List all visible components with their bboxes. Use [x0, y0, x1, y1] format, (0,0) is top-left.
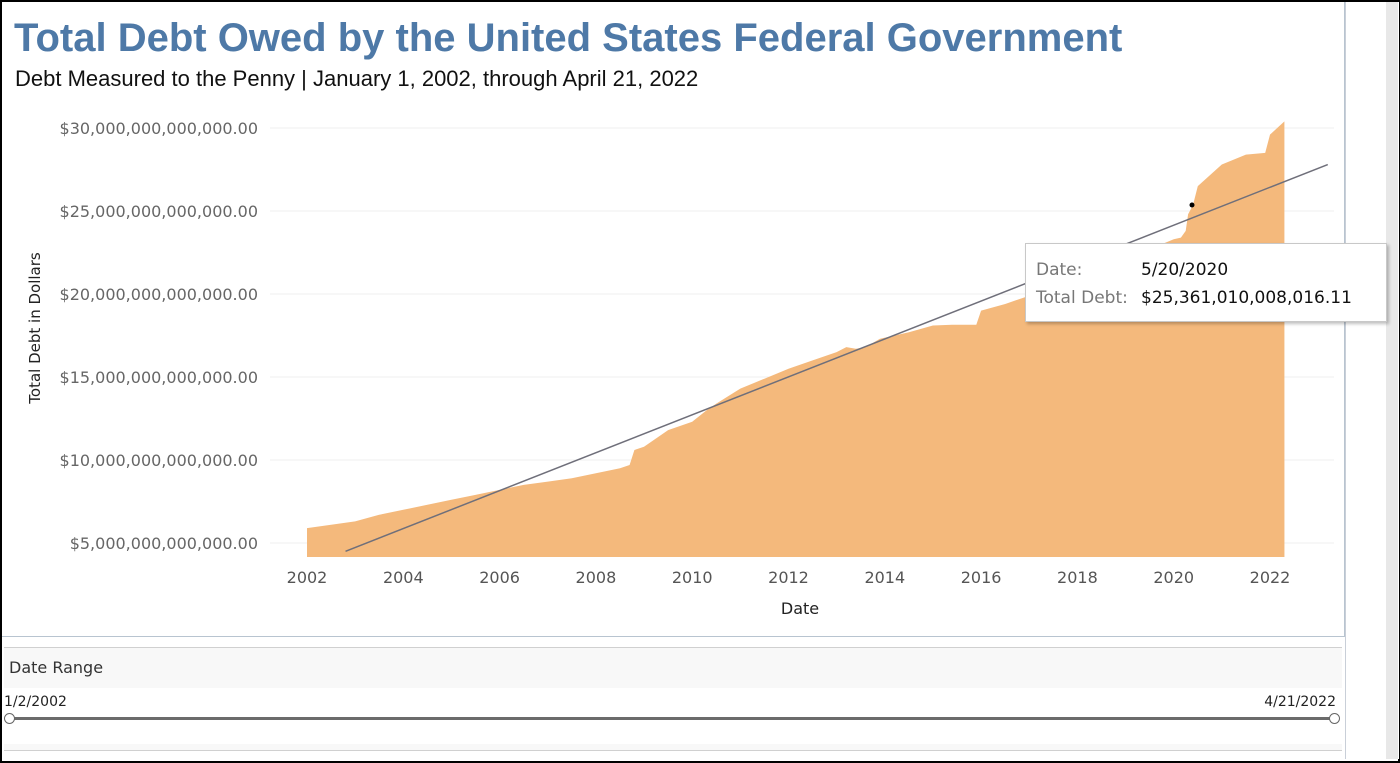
- date-range-filter: Date Range 1/2/2002 4/21/2022: [4, 647, 1342, 751]
- y-tick-label: $15,000,000,000,000.00: [60, 368, 258, 387]
- filter-body: 1/2/2002 4/21/2022: [4, 688, 1342, 744]
- filter-title: Date Range: [9, 658, 104, 677]
- x-tick-label: 2014: [864, 568, 905, 587]
- y-tick-label: $10,000,000,000,000.00: [60, 451, 258, 470]
- x-tick-label: 2012: [768, 568, 809, 587]
- x-tick-label: 2002: [287, 568, 328, 587]
- range-end-handle[interactable]: [1329, 713, 1340, 724]
- range-end-label: 4/21/2022: [1264, 694, 1336, 710]
- debt-area-chart[interactable]: $5,000,000,000,000.00 $10,000,000,000,000…: [2, 2, 1344, 636]
- range-start-label: 1/2/2002: [4, 694, 67, 710]
- page-subtitle: Debt Measured to the Penny | January 1, …: [15, 66, 699, 91]
- range-slider-track[interactable]: [8, 717, 1335, 720]
- debt-area-series[interactable]: [307, 121, 1285, 558]
- y-tick-label: $25,000,000,000,000.00: [60, 202, 258, 221]
- tooltip-date-value: 5/20/2020: [1141, 260, 1229, 280]
- tooltip-debt-label: Total Debt:: [1036, 288, 1128, 308]
- x-tick-label: 2018: [1057, 568, 1098, 587]
- data-tooltip: Date: 5/20/2020 Total Debt: $25,361,010,…: [1025, 243, 1387, 322]
- highlighted-data-point[interactable]: [1189, 202, 1195, 208]
- y-tick-label: $5,000,000,000,000.00: [70, 534, 258, 553]
- y-tick-label: $30,000,000,000,000.00: [60, 119, 258, 138]
- tooltip-date-row: Date: 5/20/2020: [1036, 260, 1228, 280]
- page-title: Total Debt Owed by the United States Fed…: [14, 16, 1123, 60]
- trend-line: [345, 163, 1329, 552]
- tooltip-date-label: Date:: [1036, 260, 1083, 280]
- vertical-scrollbar[interactable]: [1386, 2, 1398, 759]
- x-tick-label: 2006: [479, 568, 520, 587]
- chart-view: $5,000,000,000,000.00 $10,000,000,000,000…: [2, 2, 1345, 637]
- y-tick-label: $20,000,000,000,000.00: [60, 285, 258, 304]
- x-tick-label: 2016: [961, 568, 1002, 587]
- range-start-handle[interactable]: [4, 713, 15, 724]
- x-tick-label: 2008: [576, 568, 617, 587]
- y-axis-title: Total Debt in Dollars: [26, 252, 44, 405]
- x-axis-title: Date: [781, 599, 819, 618]
- x-tick-label: 2004: [383, 568, 424, 587]
- x-tick-label: 2020: [1153, 568, 1194, 587]
- tooltip-debt-value: $25,361,010,008,016.11: [1141, 288, 1352, 308]
- x-tick-label: 2022: [1250, 568, 1291, 587]
- x-tick-label: 2010: [672, 568, 713, 587]
- tooltip-debt-row: Total Debt: $25,361,010,008,016.11: [1036, 288, 1352, 308]
